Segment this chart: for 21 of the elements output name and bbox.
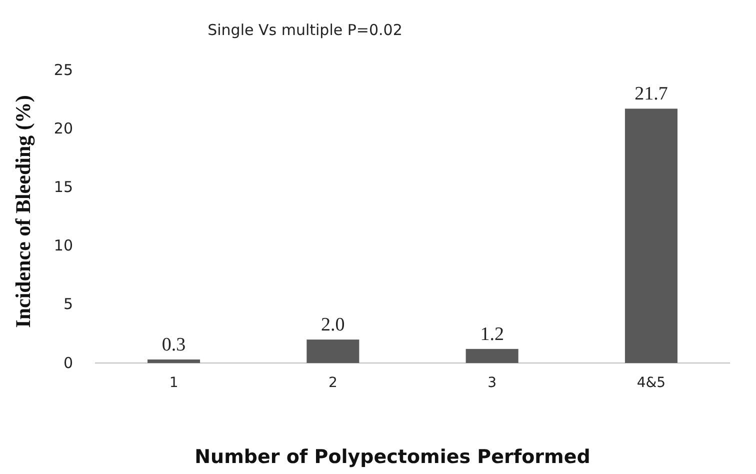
y-axis-title: Incidence of Bleeding (%) bbox=[11, 95, 35, 328]
data-label: 21.7 bbox=[634, 84, 668, 105]
y-tick-label: 0 bbox=[63, 354, 73, 372]
data-label: 2.0 bbox=[321, 314, 345, 336]
y-tick-label: 20 bbox=[54, 119, 73, 138]
chart-title: Single Vs multiple P=0.02 bbox=[208, 21, 402, 39]
x-tick-label: 2 bbox=[328, 374, 338, 391]
bar bbox=[148, 359, 200, 363]
x-tick-label: 3 bbox=[488, 374, 497, 391]
bar bbox=[466, 348, 518, 363]
y-tick-label: 15 bbox=[54, 178, 73, 196]
bar bbox=[624, 108, 678, 363]
y-tick-label: 25 bbox=[54, 60, 73, 79]
x-axis-title: Number of Polypectomies Performed bbox=[194, 446, 590, 468]
y-tick-label: 10 bbox=[54, 236, 73, 255]
x-tick-label: 1 bbox=[169, 374, 178, 391]
data-label: 1.2 bbox=[480, 324, 504, 345]
x-tick-label: 4&5 bbox=[636, 374, 666, 391]
bar bbox=[306, 340, 360, 363]
data-label: 0.3 bbox=[162, 334, 186, 356]
y-tick-label: 5 bbox=[63, 295, 73, 314]
